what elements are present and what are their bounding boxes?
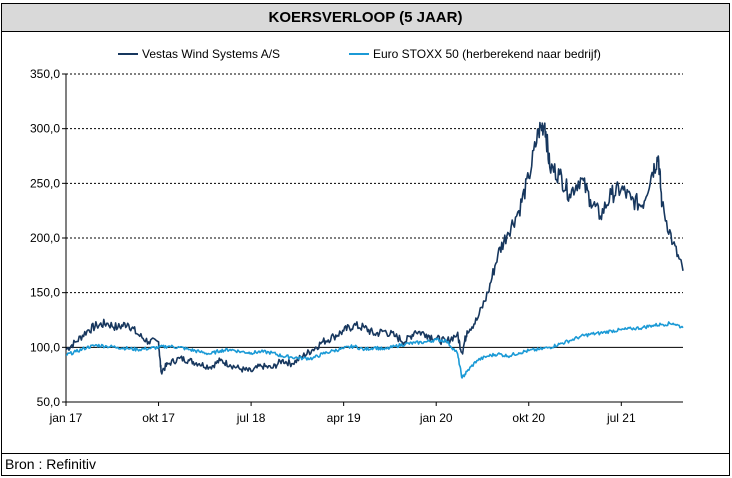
- y-tick-label: 50,0: [37, 395, 61, 409]
- series-line-vestas: [65, 121, 684, 375]
- y-tick-label: 200,0: [30, 231, 60, 245]
- y-tick-label: 150,0: [30, 286, 60, 300]
- y-tick-label: 300,0: [30, 122, 60, 136]
- x-tick-label: jan 20: [419, 411, 453, 425]
- x-tick-label: jul 21: [606, 411, 636, 425]
- legend-label: Euro STOXX 50 (herberekend naar bedrijf): [373, 47, 601, 61]
- legend-label: Vestas Wind Systems A/S: [142, 47, 280, 61]
- x-tick-label: okt 17: [142, 411, 175, 425]
- x-tick-label: jul 18: [236, 411, 266, 425]
- chart-frame: KOERSVERLOOP (5 JAAR) Bron : Refinitiv: [1, 3, 730, 476]
- y-tick-label: 100,0: [30, 340, 60, 354]
- series-line-eurostoxx: [66, 321, 684, 379]
- x-tick-label: apr 19: [327, 411, 361, 425]
- y-tick-label: 350,0: [30, 67, 60, 81]
- x-tick-label: jan 17: [49, 411, 83, 425]
- source-note: Bron : Refinitiv: [2, 453, 729, 475]
- x-tick-label: okt 20: [512, 411, 545, 425]
- y-tick-label: 250,0: [30, 176, 60, 190]
- chart-title: KOERSVERLOOP (5 JAAR): [2, 4, 729, 32]
